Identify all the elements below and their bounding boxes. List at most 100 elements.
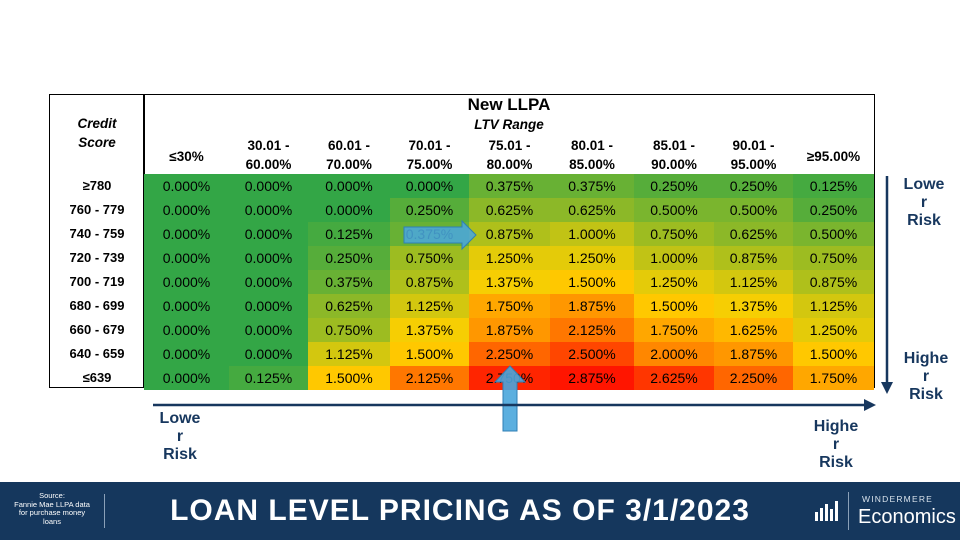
column-header-line: 70.01 - — [408, 138, 451, 153]
heatmap-cell: 1.750% — [469, 294, 550, 318]
right-lower-risk-line-2: r — [920, 194, 928, 211]
row-label: 660 - 679 — [69, 322, 125, 337]
heatmap-cell: 1.625% — [714, 318, 793, 342]
right-higher-risk-line-2: r — [922, 368, 930, 385]
heatmap-cell: 0.000% — [144, 174, 229, 198]
source-line-4: loans — [43, 516, 61, 526]
column-header: 30.01 - 60.00% — [229, 136, 308, 174]
heatmap-cell: 1.125% — [308, 342, 390, 366]
heatmap-cell: 2.750% — [469, 366, 550, 390]
heatmap-cell: 2.500% — [550, 342, 634, 366]
heatmap-cell: 1.375% — [714, 294, 793, 318]
heatmap-cell: 1.500% — [793, 342, 874, 366]
heatmap-cell: 0.000% — [229, 294, 308, 318]
heatmap-cell: 1.250% — [793, 318, 874, 342]
column-header-line: 60.00% — [245, 157, 292, 172]
column-header-line: 75.00% — [406, 157, 453, 172]
heatmap-cell: 0.000% — [144, 246, 229, 270]
right-lower-risk-label: Lowe r Risk — [895, 176, 953, 230]
column-header: 85.01 - 90.00% — [634, 136, 714, 174]
heatmap-cell: 0.500% — [634, 198, 714, 222]
column-header-line: 85.00% — [569, 157, 615, 172]
heatmap-cell: 0.000% — [144, 342, 229, 366]
row-label: 640 - 659 — [69, 346, 125, 361]
heatmap-cell: 0.000% — [229, 246, 308, 270]
row-label: ≤639 — [82, 370, 112, 385]
column-header: 80.01 - 85.00% — [550, 136, 634, 174]
footer-title: LOAN LEVEL PRICING AS OF 3/1/2023 — [170, 494, 750, 527]
heatmap-cell: 0.000% — [229, 342, 308, 366]
column-header-line: 75.01 - — [488, 138, 531, 153]
footer-divider-right — [848, 492, 849, 530]
row-header-divider — [143, 94, 145, 388]
horizontal-risk-arrow — [153, 399, 876, 411]
heatmap-cell: 1.125% — [793, 294, 874, 318]
heatmap-cell: 0.625% — [714, 222, 793, 246]
column-header-line: 30.01 - — [247, 138, 290, 153]
heatmap-cell: 0.000% — [229, 318, 308, 342]
row-header-line-2: Score — [78, 135, 116, 150]
heatmap-cell: 0.000% — [144, 366, 229, 390]
heatmap-cell: 1.375% — [469, 270, 550, 294]
heatmap-cell: 0.250% — [793, 198, 874, 222]
heatmap-cell: 1.875% — [714, 342, 793, 366]
row-header-line-1: Credit — [77, 116, 117, 131]
right-higher-risk-line-3: Risk — [909, 386, 943, 403]
heatmap-cell: 0.000% — [144, 198, 229, 222]
heatmap-cell: 1.500% — [550, 270, 634, 294]
column-header-line: 90.00% — [651, 157, 697, 172]
footer-divider-left — [104, 494, 105, 528]
table-title: New LLPA — [467, 95, 551, 114]
right-lower-risk-line-3: Risk — [907, 212, 941, 229]
bottom-higher-risk-label: Highe r Risk — [804, 418, 868, 472]
heatmap-cell: 1.875% — [550, 294, 634, 318]
row-label: 720 - 739 — [69, 250, 125, 265]
right-higher-risk-label: Highe r Risk — [895, 350, 957, 404]
heatmap-cell: 0.250% — [714, 174, 793, 198]
bottom-lower-risk-label: Lowe r Risk — [150, 410, 210, 464]
column-header-line: 95.00% — [730, 157, 777, 172]
heatmap-cell: 1.250% — [469, 246, 550, 270]
heatmap-cell: 2.875% — [550, 366, 634, 390]
heatmap-cell: 0.750% — [634, 222, 714, 246]
heatmap-cell: 0.875% — [714, 246, 793, 270]
bottom-higher-risk-line-1: Highe — [813, 418, 859, 435]
brand-bottom: Economics — [858, 506, 956, 528]
source-line-2: Fannie Mae LLPA data — [14, 499, 90, 509]
heatmap-cell: 1.875% — [469, 318, 550, 342]
source-line-3: for purchase money — [18, 508, 86, 517]
heatmap-cell: 1.750% — [634, 318, 714, 342]
heatmap-cell: 0.000% — [229, 174, 308, 198]
heatmap-cell: 0.000% — [144, 270, 229, 294]
heatmap-cell: 0.250% — [308, 246, 390, 270]
row-label: 740 - 759 — [69, 226, 125, 241]
heatmap-cell: 0.750% — [793, 246, 874, 270]
heatmap-cell: 1.125% — [390, 294, 469, 318]
column-header: ≤30% — [144, 147, 229, 166]
right-lower-risk-line-1: Lowe — [903, 176, 945, 193]
row-header: Credit Score — [50, 114, 144, 152]
brand-top: WINDERMERE — [862, 494, 934, 504]
heatmap-cell: 1.125% — [714, 270, 793, 294]
heatmap-cell: 1.250% — [550, 246, 634, 270]
column-header-line: 80.00% — [486, 157, 533, 172]
heatmap-cell: 0.625% — [469, 198, 550, 222]
heatmap-cell: 0.875% — [793, 270, 874, 294]
column-header-line: 70.00% — [326, 157, 372, 172]
column-header-line: ≤30% — [169, 149, 204, 164]
heatmap-cell: 0.875% — [469, 222, 550, 246]
heatmap-cell: 0.750% — [308, 318, 390, 342]
heatmap-cell: 0.750% — [390, 246, 469, 270]
heatmap-cell: 1.250% — [634, 270, 714, 294]
heatmap-cell: 1.750% — [793, 366, 874, 390]
heatmap-cell: 2.625% — [634, 366, 714, 390]
heatmap-cell: 2.250% — [469, 342, 550, 366]
heatmap-cell: 2.250% — [714, 366, 793, 390]
heatmap-cell: 2.125% — [550, 318, 634, 342]
heatmap-cell: 0.375% — [308, 270, 390, 294]
row-label: 760 - 779 — [69, 202, 125, 217]
heatmap-cell: 0.000% — [144, 294, 229, 318]
row-label: 700 - 719 — [69, 274, 125, 289]
bottom-higher-risk-line-3: Risk — [819, 454, 853, 471]
column-header: 75.01 - 80.00% — [469, 136, 550, 174]
